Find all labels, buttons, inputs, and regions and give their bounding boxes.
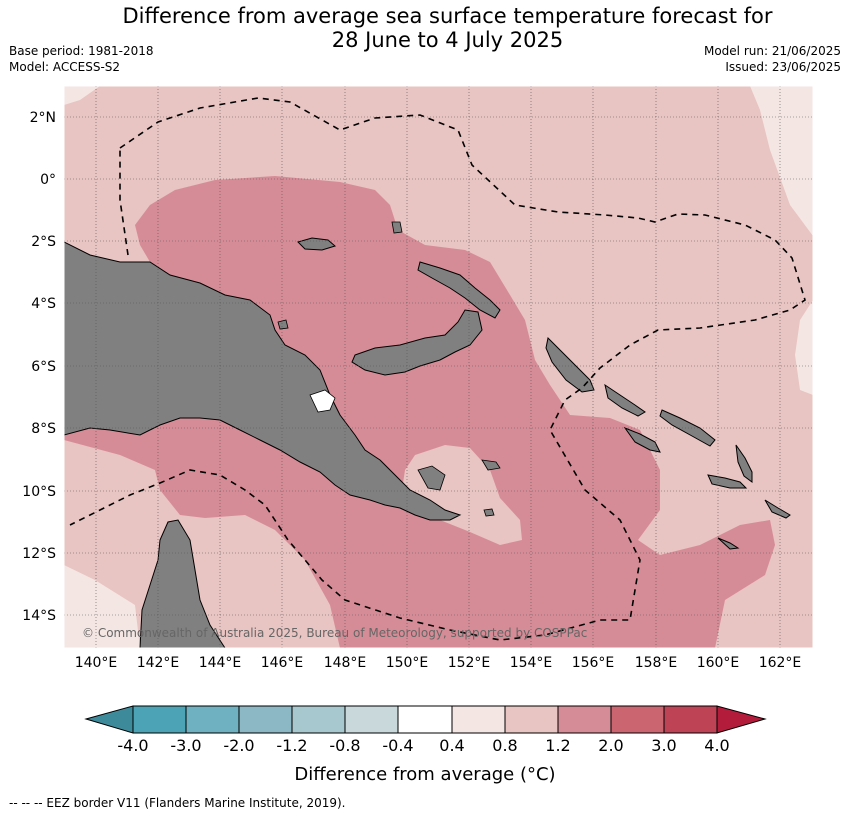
anomaly-0.4-0.8-region-e xyxy=(795,300,813,395)
solomon-island-5 xyxy=(707,474,748,489)
lat-label: 2°N xyxy=(30,110,56,126)
lon-label: 154°E xyxy=(510,655,553,671)
lon-label: 140°E xyxy=(75,655,118,671)
colorbar-tick-label: -4.0 xyxy=(117,736,148,755)
colorbar-segment xyxy=(291,705,346,734)
base-period: Base period: 1981-2018 xyxy=(9,44,154,58)
louisiade-island xyxy=(483,508,495,517)
lat-label: 12°S xyxy=(22,546,56,562)
lon-label: 146°E xyxy=(261,655,304,671)
lon-label: 156°E xyxy=(572,655,615,671)
colorbar-title: Difference from average (°C) xyxy=(294,764,555,785)
colorbar-segment xyxy=(344,705,399,734)
lon-label: 152°E xyxy=(448,655,491,671)
lat-label: 8°S xyxy=(31,421,56,437)
karkar-island xyxy=(277,319,289,330)
model-name: Model: ACCESS-S2 xyxy=(9,60,121,74)
title-line-1: Difference from average sea surface temp… xyxy=(122,4,773,28)
colorbar-segment xyxy=(185,705,240,734)
lat-label: 2°S xyxy=(31,234,56,250)
new-britain-land xyxy=(351,309,483,376)
map-title: Difference from average sea surface temp… xyxy=(0,4,850,52)
colorbar-tick-label: -0.4 xyxy=(382,736,413,755)
colorbar-segment xyxy=(238,705,293,734)
graticule xyxy=(64,86,813,648)
map-area: © Commonwealth of Australia 2025, Bureau… xyxy=(64,86,813,648)
anomaly-0.4-0.8-region-sw xyxy=(64,565,140,648)
colorbar-segment xyxy=(663,705,718,734)
d-entrecasteaux-island xyxy=(417,465,446,491)
lat-label: 10°S xyxy=(22,484,56,500)
meta-left: Base period: 1981-2018 Model: ACCESS-S2 xyxy=(9,43,154,75)
colorbar-tick-label: -0.8 xyxy=(329,736,360,755)
colorbar-tick-label: 4.0 xyxy=(704,736,729,755)
map-frame xyxy=(63,85,814,649)
colorbar-extend-high xyxy=(716,705,767,734)
mussau-island xyxy=(391,221,403,234)
model-run: Model run: 21/06/2025 xyxy=(703,44,841,58)
lon-label: 148°E xyxy=(324,655,367,671)
colorbar-tick-label: -2.0 xyxy=(223,736,254,755)
solomon-island-2 xyxy=(659,409,716,447)
lon-label: 150°E xyxy=(386,655,429,671)
colorbar-segment xyxy=(132,705,187,734)
gulf-coast-inlet xyxy=(309,389,336,413)
issued-date: Issued: 23/06/2025 xyxy=(725,60,841,74)
new-guinea-land xyxy=(64,241,462,521)
lon-label: 162°E xyxy=(759,655,802,671)
colorbar-segment xyxy=(397,705,453,734)
lon-label: 158°E xyxy=(635,655,678,671)
colorbar-tick-label: 0.8 xyxy=(492,736,517,755)
colorbar-extend-low xyxy=(84,705,134,734)
solomon-island-4 xyxy=(735,444,753,483)
copyright-text: © Commonwealth of Australia 2025, Bureau… xyxy=(82,626,587,640)
colorbar-segment xyxy=(504,705,559,734)
colorbar-segment xyxy=(610,705,665,734)
solomon-island-1 xyxy=(604,383,646,417)
lon-label: 144°E xyxy=(199,655,242,671)
lat-label: 4°S xyxy=(31,296,56,312)
bougainville-island xyxy=(545,336,595,393)
colorbar-tick-label: 3.0 xyxy=(651,736,676,755)
colorbar-tick-label: -1.2 xyxy=(276,736,307,755)
solomon-island-3 xyxy=(623,426,661,453)
new-ireland-land xyxy=(417,261,501,319)
solomon-island-6 xyxy=(764,499,791,519)
anomaly-0.4-0.8-region-ne xyxy=(750,86,813,236)
lon-label: 160°E xyxy=(697,655,740,671)
colorbar-segment xyxy=(557,705,612,734)
anomaly-0.4-0.8-region-nw xyxy=(64,86,100,105)
woodlark-island xyxy=(481,459,501,471)
lon-label: 142°E xyxy=(137,655,180,671)
lat-labels: 2°N 0° 2°S 4°S 6°S 8°S 10°S 12°S 14°S xyxy=(22,110,56,624)
lat-label: 6°S xyxy=(31,359,56,375)
cape-york-land xyxy=(139,519,226,648)
colorbar: -4.0 -3.0 -2.0 -1.2 -0.8 -0.4 0.4 0.8 1.… xyxy=(84,705,767,785)
lon-labels: 140°E 142°E 144°E 146°E 148°E 150°E 152°… xyxy=(75,655,802,671)
colorbar-tick-label: 1.2 xyxy=(545,736,570,755)
meta-right: Model run: 21/06/2025 Issued: 23/06/2025 xyxy=(704,43,841,75)
eez-border xyxy=(69,97,806,641)
colorbar-tick-label: -3.0 xyxy=(170,736,201,755)
colorbar-tick-label: 0.4 xyxy=(439,736,464,755)
anomaly-1.2-2.0-region xyxy=(64,176,775,648)
rennell-island xyxy=(717,537,740,550)
eez-footnote: -- -- -- EEZ border V11 (Flanders Marine… xyxy=(9,796,346,810)
colorbar-segment xyxy=(451,705,506,734)
lat-label: 14°S xyxy=(22,608,56,624)
colorbar-tick-label: 2.0 xyxy=(598,736,623,755)
lat-label: 0° xyxy=(40,172,56,188)
title-line-2: 28 June to 4 July 2025 xyxy=(331,28,564,52)
